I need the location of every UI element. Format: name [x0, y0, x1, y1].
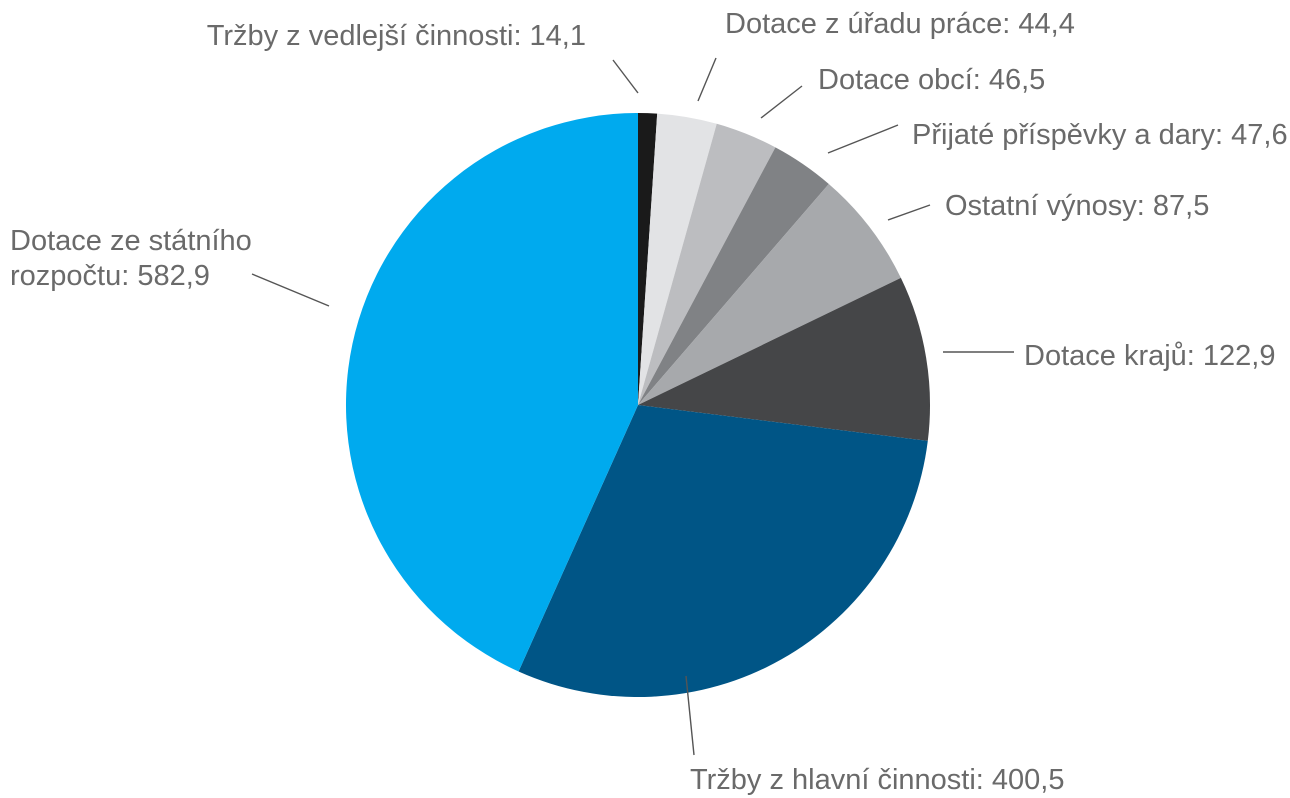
pie-slice-dotace-ze-statniho-rozpoctu [345, 113, 638, 672]
pie-slice-dotace-obci [638, 123, 776, 405]
leader-line-dotace-obci [760, 85, 803, 119]
pie-slice-dotace-z-uradu-prace [638, 113, 717, 405]
slice-label-ostatni-vynosy: Ostatní výnosy: 87,5 [945, 190, 1209, 222]
slice-label-trzby-z-hlavni-cinnosti: Tržby z hlavní činnosti: 400,5 [690, 764, 1065, 796]
pie-slices [345, 113, 931, 698]
slice-label-trzby-z-vedlejsi-cinnosti: Tržby z vedlejší činnosti: 14,1 [207, 20, 586, 52]
leader-line-dotace-ze-statniho-rozpoctu [251, 273, 330, 307]
pie-slice-trzby-z-vedlejsi-cinnosti [638, 113, 658, 405]
leader-line-dotace-z-uradu-prace [697, 57, 717, 102]
pie-slice-dotace-kraju [638, 277, 931, 441]
slice-label-dotace-obci: Dotace obcí: 46,5 [818, 64, 1045, 96]
pie-slice-trzby-z-hlavni-cinnosti [518, 405, 928, 698]
slice-labels: Tržby z vedlejší činnosti: 14,1 Dotace z … [10, 8, 1288, 796]
leader-lines [251, 57, 1014, 756]
slice-label-prijate-prispevky-a-dary: Přijaté příspěvky a dary: 47,6 [912, 119, 1288, 151]
leader-line-trzby-z-vedlejsi-cinnosti [612, 59, 639, 94]
slice-label-dotace-ze-statniho-rozpoctu: Dotace ze státního rozpočtu: 582,9 [10, 225, 252, 292]
pie-slice-prijate-prispevky-a-dary [638, 147, 829, 406]
pie-slice-ostatni-vynosy [638, 183, 901, 405]
slice-label-dotace-z-uradu-prace: Dotace z úřadu práce: 44,4 [725, 8, 1075, 40]
leader-line-trzby-z-hlavni-cinnosti [685, 675, 695, 756]
leader-line-prijate-prispevky-a-dary [827, 124, 899, 154]
leader-line-ostatni-vynosy [887, 204, 931, 221]
slice-label-dotace-kraju: Dotace krajů: 122,9 [1024, 340, 1275, 372]
